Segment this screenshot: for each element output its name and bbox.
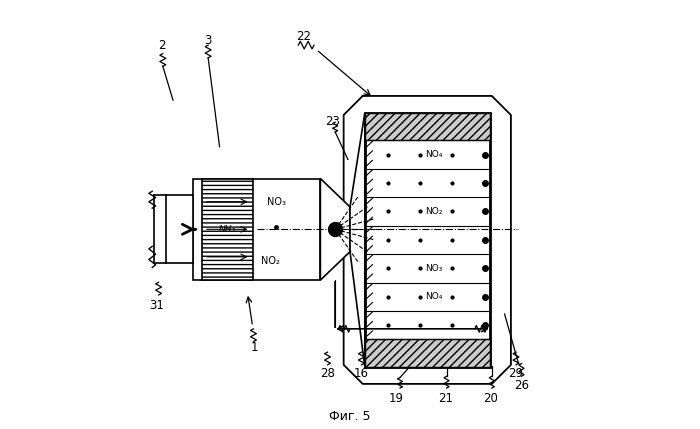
Text: 26: 26 [514,380,529,393]
Bar [365,113,490,140]
Text: NO₄: NO₄ [425,150,442,159]
Text: 20: 20 [483,392,498,405]
Text: 16: 16 [354,367,369,380]
Bar [166,196,193,263]
Text: 29: 29 [508,367,524,380]
Text: NH₃: NH₃ [218,225,236,234]
Text: 22: 22 [296,30,311,43]
Text: Фиг. 5: Фиг. 5 [329,411,371,423]
Text: 3: 3 [204,34,212,47]
Bar [202,178,253,280]
Text: NO₃: NO₃ [267,197,286,207]
Text: NO₂: NO₂ [425,207,442,216]
Text: 21: 21 [438,392,453,405]
Bar [193,178,321,280]
Text: NO₂: NO₂ [261,256,280,266]
Bar [365,339,490,367]
Text: NO₃: NO₃ [425,264,442,273]
Text: 23: 23 [326,115,340,128]
Text: 28: 28 [320,367,335,380]
Text: NO₄: NO₄ [425,292,442,301]
Text: 1: 1 [251,341,258,354]
Text: 31: 31 [149,299,164,312]
Text: 2: 2 [158,39,165,51]
Polygon shape [350,113,365,367]
Polygon shape [321,178,350,280]
Bar [365,113,490,367]
Text: 19: 19 [389,392,404,405]
